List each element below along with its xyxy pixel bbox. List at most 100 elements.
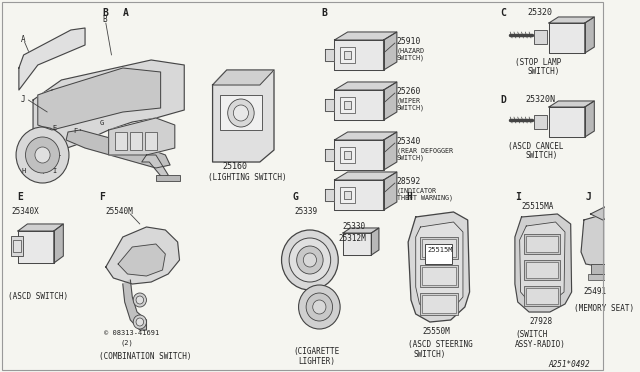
Polygon shape xyxy=(335,90,383,120)
Circle shape xyxy=(289,238,331,282)
Bar xyxy=(340,97,355,113)
Polygon shape xyxy=(38,68,161,130)
Polygon shape xyxy=(591,207,614,220)
Polygon shape xyxy=(343,228,379,233)
Polygon shape xyxy=(515,214,572,312)
Circle shape xyxy=(234,105,248,121)
Text: ASSY-RADIO): ASSY-RADIO) xyxy=(515,340,566,349)
Text: 25330: 25330 xyxy=(342,222,365,231)
Bar xyxy=(422,267,456,285)
Text: I: I xyxy=(515,192,521,202)
Bar xyxy=(534,115,547,129)
Text: (CIGARETTE: (CIGARETTE xyxy=(293,347,339,356)
Text: SWITCH): SWITCH) xyxy=(525,151,557,160)
Bar xyxy=(526,262,558,278)
Polygon shape xyxy=(585,17,595,53)
Bar xyxy=(13,240,20,252)
Text: (HAZARD
SWITCH): (HAZARD SWITCH) xyxy=(397,47,425,61)
Bar xyxy=(420,237,458,259)
Polygon shape xyxy=(335,140,383,170)
Circle shape xyxy=(298,285,340,329)
Bar xyxy=(344,151,351,159)
Polygon shape xyxy=(325,189,335,201)
Circle shape xyxy=(282,230,339,290)
Bar xyxy=(220,95,262,130)
Text: 25320N: 25320N xyxy=(525,95,556,104)
Text: E: E xyxy=(52,125,57,131)
Text: (ASCD SWITCH): (ASCD SWITCH) xyxy=(8,292,68,301)
Circle shape xyxy=(133,293,147,307)
Text: J: J xyxy=(586,192,591,202)
Circle shape xyxy=(26,137,60,173)
Text: (WIPER
SWITCH): (WIPER SWITCH) xyxy=(397,97,425,111)
Text: (STOP LAMP: (STOP LAMP xyxy=(515,58,561,67)
Polygon shape xyxy=(118,244,165,276)
Bar xyxy=(526,236,558,252)
Polygon shape xyxy=(416,222,463,312)
Bar xyxy=(524,234,560,254)
Text: 25312M: 25312M xyxy=(339,234,366,243)
Polygon shape xyxy=(212,70,274,85)
Text: H: H xyxy=(22,168,26,174)
Polygon shape xyxy=(343,233,371,255)
Bar xyxy=(344,191,351,199)
Polygon shape xyxy=(141,155,168,178)
Polygon shape xyxy=(383,82,397,120)
Text: B: B xyxy=(102,8,108,18)
Bar xyxy=(591,264,609,274)
Text: H: H xyxy=(406,192,412,202)
Bar xyxy=(145,132,157,150)
Bar xyxy=(344,51,351,59)
Text: C: C xyxy=(109,140,114,146)
Polygon shape xyxy=(212,70,274,162)
Polygon shape xyxy=(581,214,614,267)
Polygon shape xyxy=(54,224,63,263)
Polygon shape xyxy=(549,17,595,23)
Text: F: F xyxy=(74,128,77,134)
Text: (MEMORY SEAT): (MEMORY SEAT) xyxy=(575,304,635,313)
Bar xyxy=(340,187,355,203)
Polygon shape xyxy=(383,32,397,70)
Text: 25910: 25910 xyxy=(397,37,421,46)
Polygon shape xyxy=(335,132,397,140)
Polygon shape xyxy=(66,130,170,168)
Polygon shape xyxy=(335,172,397,180)
Text: 25515M: 25515M xyxy=(427,247,452,253)
Text: 25340X: 25340X xyxy=(12,207,39,216)
Bar xyxy=(420,293,458,315)
Circle shape xyxy=(297,246,323,274)
Text: 25320: 25320 xyxy=(527,8,552,17)
Polygon shape xyxy=(383,172,397,210)
Bar xyxy=(588,274,612,280)
Circle shape xyxy=(303,253,317,267)
Text: 27928: 27928 xyxy=(529,317,552,326)
Bar xyxy=(425,244,452,264)
Polygon shape xyxy=(549,107,585,137)
Bar xyxy=(524,286,560,306)
Bar xyxy=(524,260,560,280)
Text: 25340: 25340 xyxy=(397,137,421,146)
Bar xyxy=(156,175,179,181)
Bar xyxy=(131,132,141,150)
Bar xyxy=(115,132,127,150)
Text: A: A xyxy=(20,35,26,44)
Text: A: A xyxy=(123,8,129,18)
Circle shape xyxy=(133,315,147,329)
Polygon shape xyxy=(33,60,184,155)
Polygon shape xyxy=(549,23,585,53)
Circle shape xyxy=(35,147,50,163)
Text: G: G xyxy=(100,120,104,126)
Circle shape xyxy=(313,300,326,314)
Circle shape xyxy=(136,318,143,326)
Text: 28592: 28592 xyxy=(397,177,421,186)
Text: I: I xyxy=(52,168,57,174)
Polygon shape xyxy=(520,222,565,302)
Polygon shape xyxy=(325,99,335,111)
Polygon shape xyxy=(19,28,85,90)
Bar xyxy=(534,30,547,44)
Text: SWITCH): SWITCH) xyxy=(414,350,446,359)
Text: (ASCD CANCEL: (ASCD CANCEL xyxy=(508,142,564,151)
Text: G: G xyxy=(293,192,299,202)
Polygon shape xyxy=(335,40,383,70)
Text: (SWITCH: (SWITCH xyxy=(515,330,547,339)
